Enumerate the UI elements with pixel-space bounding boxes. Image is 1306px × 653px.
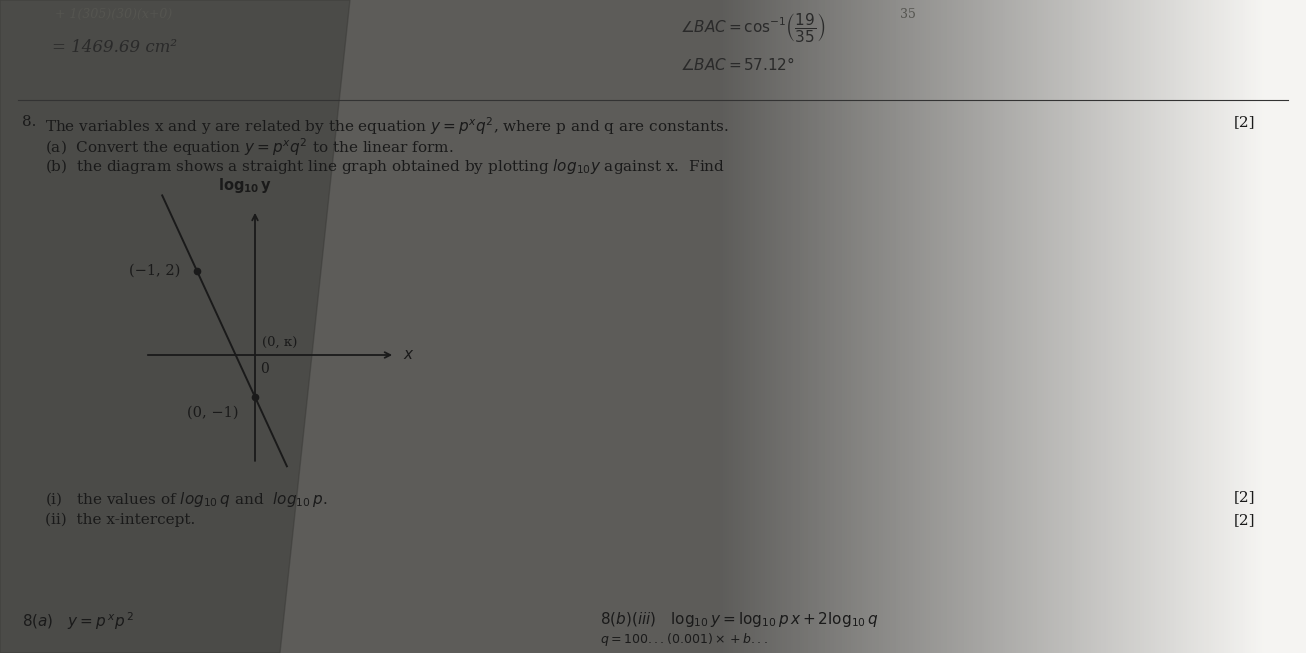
Text: [2]: [2] [1233,115,1255,129]
Text: (0, −1): (0, −1) [187,406,239,420]
Text: (0, κ): (0, κ) [263,336,298,349]
Text: 8.: 8. [22,115,37,129]
Text: (i)   the values of $\mathit{log}_{10}\,q$ and  $\mathit{log}_{10}\,p$.: (i) the values of $\mathit{log}_{10}\,q$… [44,490,328,509]
Text: [2]: [2] [1233,490,1255,504]
Text: (b)  the diagram shows a straight line graph obtained by plotting $\mathit{log}_: (b) the diagram shows a straight line gr… [44,157,725,176]
Text: (ii)  the x-intercept.: (ii) the x-intercept. [44,513,196,528]
Text: $8(b)(iii)$   $\log_{10} y = \log_{10} p\,x + 2\log_{10}q$: $8(b)(iii)$ $\log_{10} y = \log_{10} p\,… [599,610,879,629]
Text: The variables x and y are related by the equation $y = p^xq^2$, where p and q ar: The variables x and y are related by the… [44,115,729,136]
Text: = 1469.69 cm²: = 1469.69 cm² [52,39,178,57]
Polygon shape [0,0,350,653]
Text: (−1, 2): (−1, 2) [129,264,180,278]
Text: $\mathbf{log_{10}\,y}$: $\mathbf{log_{10}\,y}$ [218,176,272,195]
Text: + 1(305)(30)(x+0): + 1(305)(30)(x+0) [55,8,172,21]
Text: $x$: $x$ [404,348,414,362]
Text: $\angle BAC = 57.12°$: $\angle BAC = 57.12°$ [680,57,795,74]
Text: (a)  Convert the equation $y = p^xq^2$ to the linear form.: (a) Convert the equation $y = p^xq^2$ to… [44,136,454,158]
Text: $\mathit{8(a)}$   $y = p^{\,x} p^{\,2}$: $\mathit{8(a)}$ $y = p^{\,x} p^{\,2}$ [22,610,135,631]
Text: $q = 100... (0.001) \times + b...$: $q = 100... (0.001) \times + b...$ [599,631,768,648]
Text: 0: 0 [260,362,269,376]
Text: 35: 35 [900,8,916,21]
Text: [2]: [2] [1233,513,1255,527]
Text: $\angle BAC = \cos^{-1}\!\left(\dfrac{19}{35}\right)$: $\angle BAC = \cos^{-1}\!\left(\dfrac{19… [680,12,825,44]
